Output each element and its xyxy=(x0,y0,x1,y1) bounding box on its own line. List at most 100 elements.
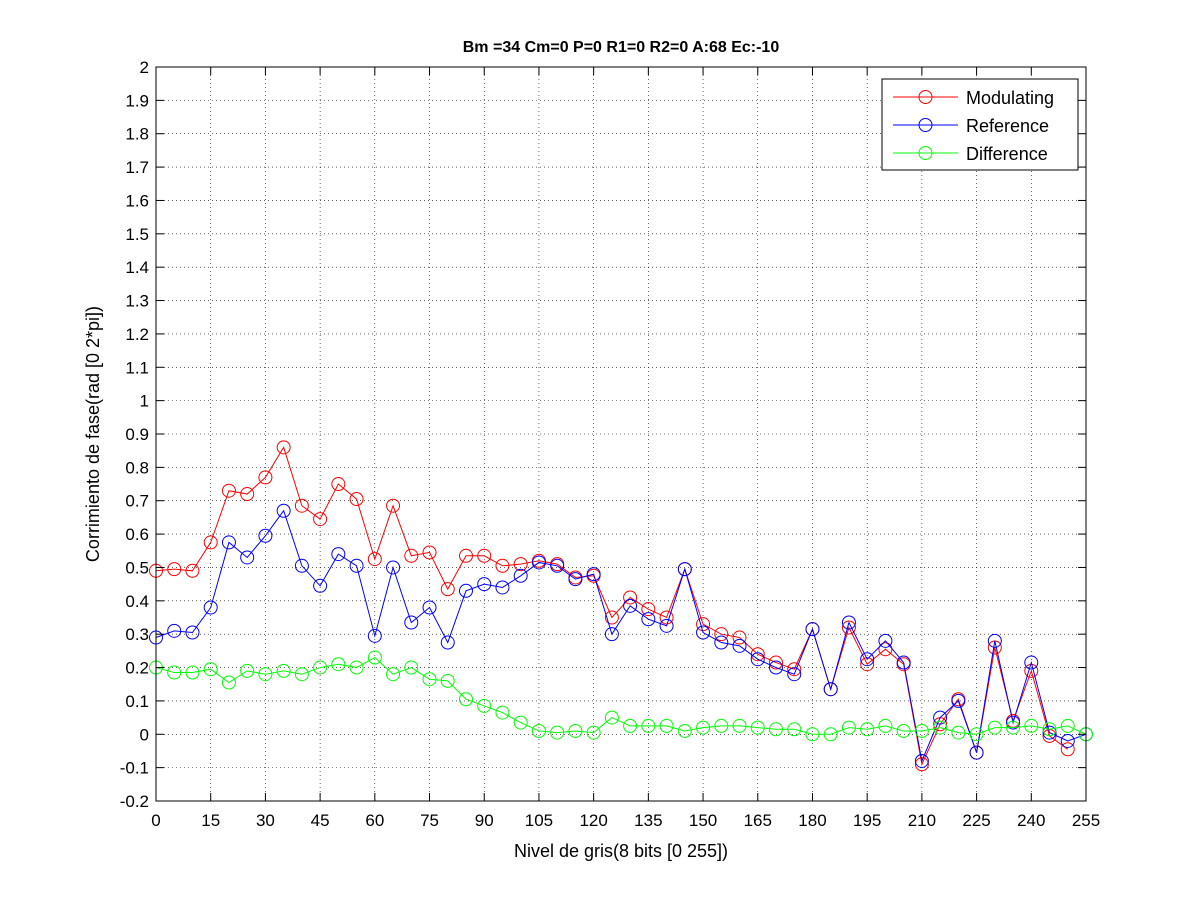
data-point-difference xyxy=(240,663,255,678)
x-axis-label: Nivel de gris(8 bits [0 255]) xyxy=(514,841,728,861)
y-tick-label: -0.2 xyxy=(120,792,149,811)
data-point-difference xyxy=(805,727,820,742)
y-tick-label: 1.7 xyxy=(125,158,149,177)
data-point-reference xyxy=(221,535,236,550)
data-point-reference xyxy=(367,628,382,643)
data-point-reference xyxy=(203,600,218,615)
x-tick-label: 60 xyxy=(365,811,384,830)
x-tick-label: 210 xyxy=(908,811,936,830)
y-tick-label: 0.3 xyxy=(125,625,149,644)
data-point-difference xyxy=(696,720,711,735)
y-tick-label: 0.9 xyxy=(125,425,149,444)
data-point-reference xyxy=(349,558,364,573)
grid xyxy=(156,67,1086,801)
data-point-reference xyxy=(987,633,1002,648)
data-point-reference xyxy=(240,550,255,565)
data-point-modulating xyxy=(732,630,747,645)
data-point-difference xyxy=(732,718,747,733)
data-point-modulating xyxy=(477,548,492,563)
data-point-difference xyxy=(276,663,291,678)
data-point-reference xyxy=(331,547,346,562)
data-point-difference xyxy=(258,667,273,682)
data-point-reference xyxy=(459,583,473,598)
data-point-difference xyxy=(677,723,692,738)
data-point-modulating xyxy=(495,558,510,573)
y-tick-label: 0.2 xyxy=(125,659,149,678)
x-tick-label: 165 xyxy=(744,811,772,830)
data-point-modulating xyxy=(349,492,364,507)
y-tick-label: -0.1 xyxy=(120,759,149,778)
data-point-difference xyxy=(422,672,437,687)
x-tick-label: 195 xyxy=(853,811,881,830)
data-point-reference xyxy=(969,745,984,760)
x-tick-label: 135 xyxy=(634,811,662,830)
data-point-modulating xyxy=(623,590,638,605)
data-point-modulating xyxy=(659,610,674,625)
data-point-reference xyxy=(732,638,747,653)
y-tick-label: 1.8 xyxy=(125,125,149,144)
data-point-reference xyxy=(1024,655,1039,670)
y-tick-label: 1.4 xyxy=(125,258,149,277)
data-point-reference xyxy=(951,693,966,708)
data-point-difference xyxy=(769,722,783,737)
data-point-reference xyxy=(386,560,401,575)
data-point-difference xyxy=(750,720,765,735)
legend-marker-difference xyxy=(918,146,933,160)
data-point-difference xyxy=(294,667,309,682)
data-point-reference xyxy=(404,615,419,630)
legend-label-modulating: Modulating xyxy=(966,88,1054,108)
legend-label-reference: Reference xyxy=(966,116,1049,136)
data-point-difference xyxy=(951,725,966,740)
data-point-modulating xyxy=(440,582,455,597)
data-point-difference xyxy=(1042,722,1057,737)
x-tick-label: 180 xyxy=(798,811,826,830)
data-point-modulating xyxy=(258,470,273,485)
data-point-reference xyxy=(1060,733,1075,748)
data-point-reference xyxy=(276,503,291,518)
y-tick-label: 1.3 xyxy=(125,292,149,311)
data-point-modulating xyxy=(313,512,328,527)
data-point-difference xyxy=(933,720,948,735)
data-point-reference xyxy=(659,618,674,633)
data-point-modulating xyxy=(276,440,291,455)
data-point-modulating xyxy=(331,477,346,492)
data-point-difference xyxy=(477,698,492,713)
data-point-reference xyxy=(477,577,492,592)
y-tick-label: 0.1 xyxy=(125,692,149,711)
data-point-reference xyxy=(513,568,528,583)
data-point-difference xyxy=(860,722,875,737)
data-point-reference xyxy=(787,667,802,682)
axis-ticks: 0 15 30 45 60 75 90 105 120 135 150 165 180 195 210 225… xyxy=(120,58,1100,830)
data-point-modulating xyxy=(167,562,182,577)
data-point-difference xyxy=(367,650,382,665)
data-point-reference xyxy=(641,612,656,627)
data-point-modulating xyxy=(240,487,255,502)
legend-label-difference: Difference xyxy=(966,144,1048,164)
data-point-difference xyxy=(568,723,583,738)
data-point-reference xyxy=(167,623,182,638)
data-point-modulating xyxy=(841,620,856,635)
data-point-difference xyxy=(513,715,528,730)
y-tick-label: 1.9 xyxy=(125,91,149,110)
data-point-reference xyxy=(1042,725,1057,740)
data-point-difference xyxy=(878,718,893,733)
chart-title: Bm =34 Cm=0 P=0 R1=0 R2=0 A:68 Ec:-10 xyxy=(463,39,780,56)
data-point-reference xyxy=(896,655,911,670)
data-point-reference xyxy=(531,555,546,570)
data-point-difference xyxy=(714,718,729,733)
data-point-reference xyxy=(185,625,200,640)
series-line-difference xyxy=(155,656,1087,735)
data-point-difference xyxy=(185,665,200,680)
data-point-reference xyxy=(440,635,455,650)
data-point-reference xyxy=(750,652,765,667)
data-point-modulating xyxy=(185,563,200,578)
data-point-modulating xyxy=(1060,742,1075,757)
x-tick-label: 75 xyxy=(420,811,439,830)
data-point-difference xyxy=(896,723,911,738)
data-point-reference xyxy=(841,615,856,630)
y-tick-label: 2 xyxy=(140,58,149,77)
data-point-reference xyxy=(258,528,273,543)
data-point-modulating xyxy=(221,483,236,498)
data-point-modulating xyxy=(513,557,528,572)
